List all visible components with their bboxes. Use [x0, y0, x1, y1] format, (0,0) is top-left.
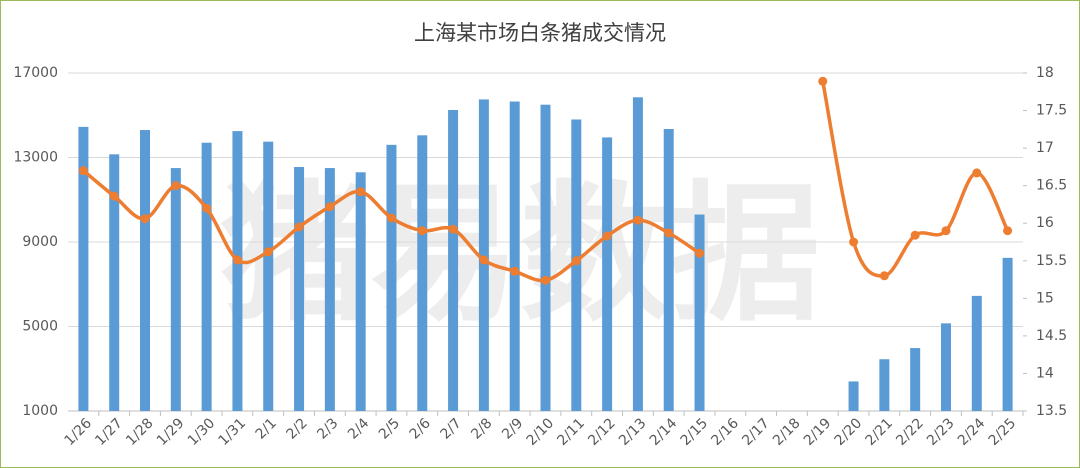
chart-title: 上海某市场白条猪成交情况 — [414, 21, 666, 45]
line-marker — [140, 214, 150, 224]
bar — [879, 359, 890, 411]
y2-tick-label: 16 — [1036, 215, 1054, 231]
bar — [170, 168, 181, 411]
line-marker — [202, 203, 212, 213]
bar — [848, 381, 859, 411]
line-marker — [109, 191, 119, 201]
line-marker — [571, 256, 581, 266]
bar — [1002, 257, 1013, 411]
bar — [632, 97, 643, 411]
bar — [663, 128, 674, 411]
y2-tick-label: 16.5 — [1036, 178, 1067, 194]
bar — [540, 104, 551, 411]
line-marker — [325, 202, 335, 212]
y-tick-label: 9000 — [22, 234, 58, 250]
bar — [78, 126, 89, 412]
bar — [417, 135, 428, 411]
line-marker — [664, 228, 674, 238]
bar — [509, 101, 520, 412]
bar — [448, 109, 459, 411]
bar — [109, 154, 120, 412]
y-tick-label: 5000 — [22, 319, 58, 335]
bar — [355, 172, 366, 411]
y2-tick-label: 15.5 — [1036, 253, 1067, 269]
line-marker — [633, 215, 643, 225]
bar — [602, 137, 613, 411]
bar — [940, 323, 951, 411]
line-marker — [879, 271, 889, 281]
bar — [294, 167, 305, 411]
line-marker — [356, 187, 366, 197]
line-marker — [818, 76, 828, 86]
line-marker — [695, 248, 705, 258]
line-marker — [541, 275, 550, 285]
bar — [140, 130, 151, 411]
bar — [263, 141, 274, 411]
line-marker — [294, 222, 304, 232]
line-marker — [78, 166, 88, 176]
line-marker — [849, 237, 859, 247]
line-marker — [1003, 226, 1013, 236]
bar — [971, 295, 982, 411]
y-tick-label: 1000 — [22, 403, 58, 419]
line-marker — [232, 255, 242, 265]
line-marker — [386, 213, 396, 223]
y2-tick-label: 15 — [1036, 290, 1054, 306]
line-marker — [602, 231, 612, 241]
bar — [201, 142, 212, 411]
line-marker — [171, 181, 181, 191]
bar — [324, 168, 335, 411]
y2-tick-label: 14 — [1036, 365, 1054, 381]
line-marker — [479, 255, 489, 265]
line-marker — [972, 168, 982, 178]
y2-tick-label: 14.5 — [1036, 328, 1067, 344]
y-tick-label: 17000 — [13, 65, 58, 81]
bar — [910, 348, 921, 411]
line-marker — [263, 247, 273, 257]
line-marker — [941, 226, 951, 236]
watermark: 猪易数据 — [220, 168, 820, 342]
bar — [232, 131, 243, 411]
line-marker — [448, 224, 458, 234]
bar — [478, 99, 489, 411]
y2-tick-label: 18 — [1036, 65, 1054, 81]
y2-tick-label: 13.5 — [1036, 403, 1067, 419]
y2-tick-label: 17.5 — [1036, 103, 1067, 119]
bar — [694, 214, 705, 411]
y2-tick-label: 17 — [1036, 140, 1054, 156]
line-marker — [910, 230, 920, 240]
bar — [386, 144, 397, 411]
line-marker — [417, 226, 427, 236]
y-tick-label: 13000 — [13, 150, 58, 166]
line-marker — [510, 266, 520, 276]
